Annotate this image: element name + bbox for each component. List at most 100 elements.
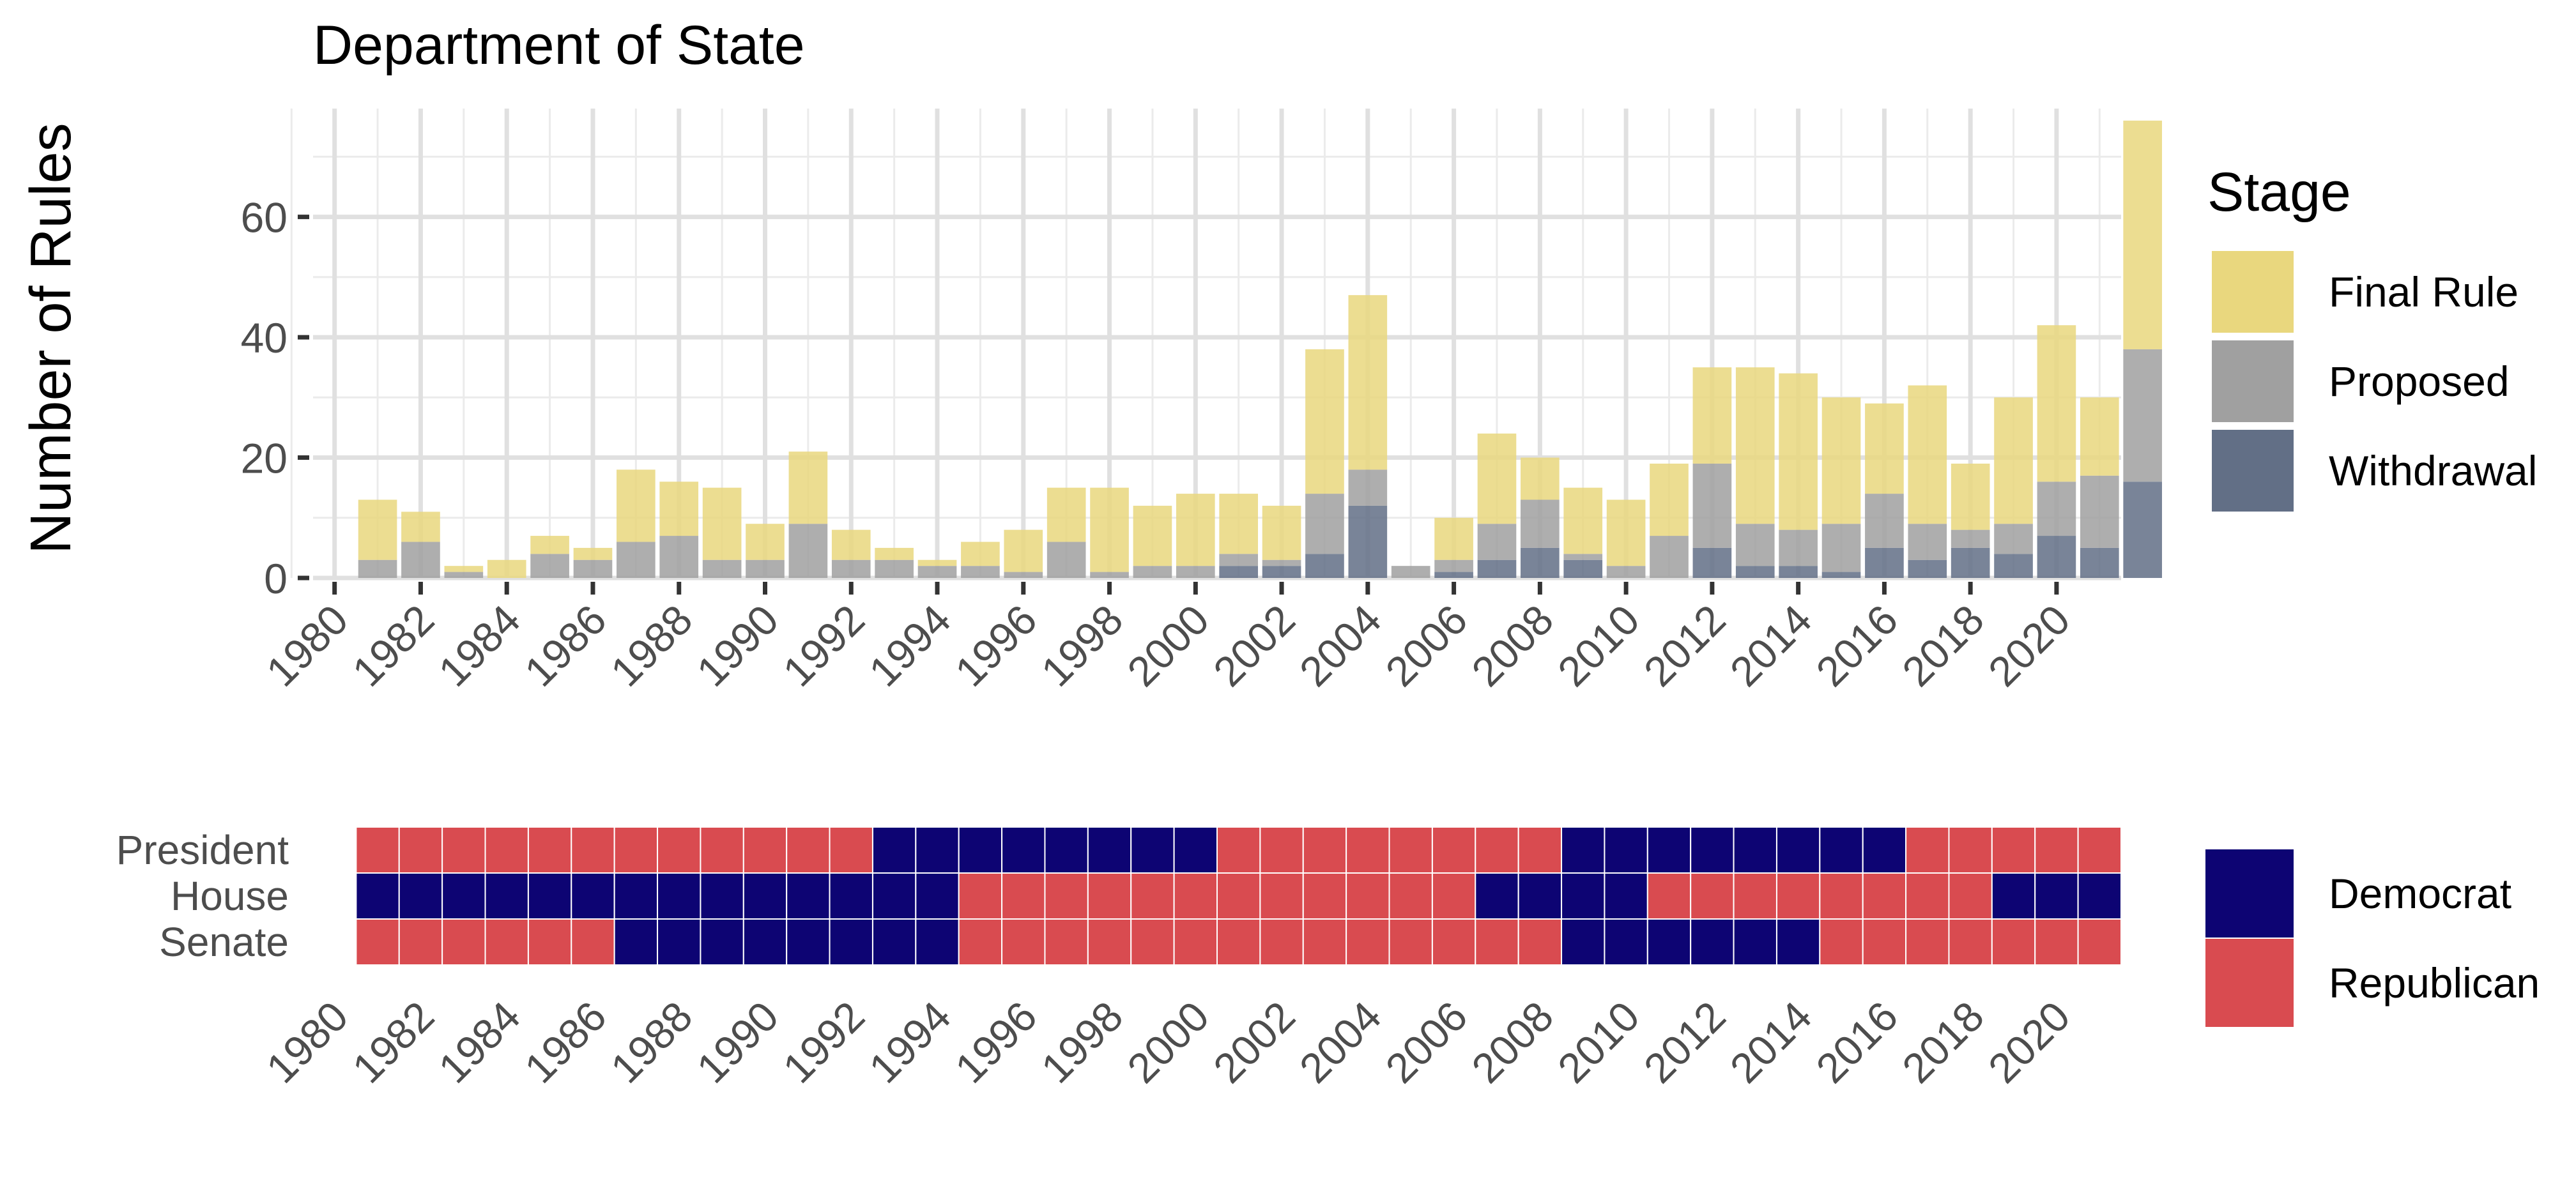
cell-president-2021 xyxy=(2077,826,2122,874)
bar-final-rule xyxy=(1951,463,1990,530)
y-tick-label: 0 xyxy=(264,555,288,602)
bar-final-rule xyxy=(1004,529,1043,572)
cell-president-1989 xyxy=(700,826,744,874)
cell-president-1996 xyxy=(1001,826,1046,874)
x-tick-label: 2002 xyxy=(1204,596,1304,695)
cell-senate-2014 xyxy=(1775,918,1821,966)
cell-house-1996 xyxy=(1001,872,1046,920)
cell-president-1986 xyxy=(571,826,615,874)
cell-president-2011 xyxy=(1646,826,1692,874)
cell-senate-1985 xyxy=(527,918,572,966)
bar-proposed xyxy=(1348,469,1388,506)
cell-senate-2018 xyxy=(1948,918,1993,966)
bar-final-rule xyxy=(1046,487,1086,542)
bar-withdrawal xyxy=(2037,536,2076,578)
bar-withdrawal xyxy=(1477,559,1517,578)
x-tick-label: 1996 xyxy=(946,596,1046,695)
bar-final-rule xyxy=(358,499,397,560)
x-tick-label: 1984 xyxy=(429,596,529,695)
bar-proposed xyxy=(2123,349,2163,482)
legend-label: Republican xyxy=(2329,959,2540,1006)
cell-house-2011 xyxy=(1646,872,1692,920)
cell-president-2017 xyxy=(1905,826,1950,874)
x-tick-label: 2016 xyxy=(1807,596,1906,695)
cell-house-2013 xyxy=(1733,872,1777,920)
bar-final-rule xyxy=(961,542,1000,566)
cell-house-2003 xyxy=(1302,872,1347,920)
bar-final-rule xyxy=(1348,295,1388,470)
x-tick-label: 1992 xyxy=(774,992,873,1092)
cell-house-2008 xyxy=(1517,872,1563,920)
cell-senate-2012 xyxy=(1690,918,1735,966)
legend-swatch xyxy=(2212,251,2294,333)
bar-proposed xyxy=(1434,559,1473,572)
x-tick-label: 2006 xyxy=(1376,596,1476,695)
bar-proposed xyxy=(659,536,699,578)
bar-final-rule xyxy=(1219,494,1259,554)
cell-president-2004 xyxy=(1346,826,1390,874)
cell-house-2000 xyxy=(1173,872,1218,920)
bar-proposed xyxy=(1176,566,1215,578)
bar-proposed xyxy=(961,566,1000,578)
cell-senate-2013 xyxy=(1733,918,1777,966)
cell-president-1981 xyxy=(355,826,400,874)
cell-president-1994 xyxy=(915,826,960,874)
bar-final-rule xyxy=(1865,403,1904,494)
bar-proposed xyxy=(401,542,440,578)
legend-title: Stage xyxy=(2207,162,2351,223)
x-tick-label: 2012 xyxy=(1635,992,1735,1092)
cell-house-1984 xyxy=(484,872,529,920)
cell-senate-1994 xyxy=(915,918,960,966)
x-tick-label: 1986 xyxy=(516,992,615,1092)
bar-final-rule xyxy=(746,524,785,560)
cell-house-1993 xyxy=(871,872,917,920)
cell-president-2001 xyxy=(1216,826,1261,874)
bar-proposed xyxy=(1046,542,1086,578)
bar-final-rule xyxy=(875,547,914,560)
cell-house-1982 xyxy=(398,872,443,920)
bar-withdrawal xyxy=(1908,559,1947,578)
cell-house-2015 xyxy=(1819,872,1864,920)
row-label-senate: Senate xyxy=(159,919,289,965)
bar-proposed xyxy=(1994,524,2033,554)
bar-proposed xyxy=(1821,524,1861,572)
chart-title: Department of State xyxy=(313,15,805,76)
bar-final-rule xyxy=(1650,463,1689,536)
y-axis-label: Number of Rules xyxy=(19,123,83,554)
bar-withdrawal xyxy=(1348,505,1388,578)
bar-final-rule xyxy=(1994,397,2033,524)
bar-withdrawal xyxy=(1563,559,1603,578)
cell-president-1995 xyxy=(958,826,1003,874)
bar-final-rule xyxy=(573,547,613,560)
cell-president-2005 xyxy=(1388,826,1433,874)
cell-senate-1981 xyxy=(355,918,400,966)
x-tick-label: 1982 xyxy=(343,596,443,695)
x-tick-label: 2004 xyxy=(1291,596,1390,695)
bar-withdrawal xyxy=(1262,566,1301,578)
cell-house-1981 xyxy=(355,872,400,920)
cell-house-1997 xyxy=(1044,872,1089,920)
bar-final-rule xyxy=(1735,367,1775,524)
bar-proposed xyxy=(1650,536,1689,578)
bar-proposed xyxy=(1735,524,1775,566)
legend-swatch xyxy=(2205,939,2294,1027)
cell-senate-2008 xyxy=(1517,918,1563,966)
bar-proposed xyxy=(1563,554,1603,560)
bar-withdrawal xyxy=(1821,572,1861,578)
cell-senate-2005 xyxy=(1388,918,1433,966)
x-tick-label: 1980 xyxy=(257,992,356,1092)
cell-senate-1988 xyxy=(657,918,702,966)
bar-final-rule xyxy=(1305,349,1344,494)
bar-final-rule xyxy=(444,566,484,572)
bar-proposed xyxy=(1219,554,1259,566)
cell-president-2012 xyxy=(1690,826,1735,874)
cell-president-1991 xyxy=(786,826,831,874)
bar-withdrawal xyxy=(2123,482,2163,578)
bar-proposed xyxy=(1477,524,1517,560)
legend-swatch xyxy=(2212,340,2294,422)
cell-senate-2010 xyxy=(1604,918,1648,966)
cell-senate-2017 xyxy=(1905,918,1950,966)
bar-proposed xyxy=(831,559,871,578)
cell-house-1999 xyxy=(1130,872,1175,920)
cell-house-1994 xyxy=(915,872,960,920)
